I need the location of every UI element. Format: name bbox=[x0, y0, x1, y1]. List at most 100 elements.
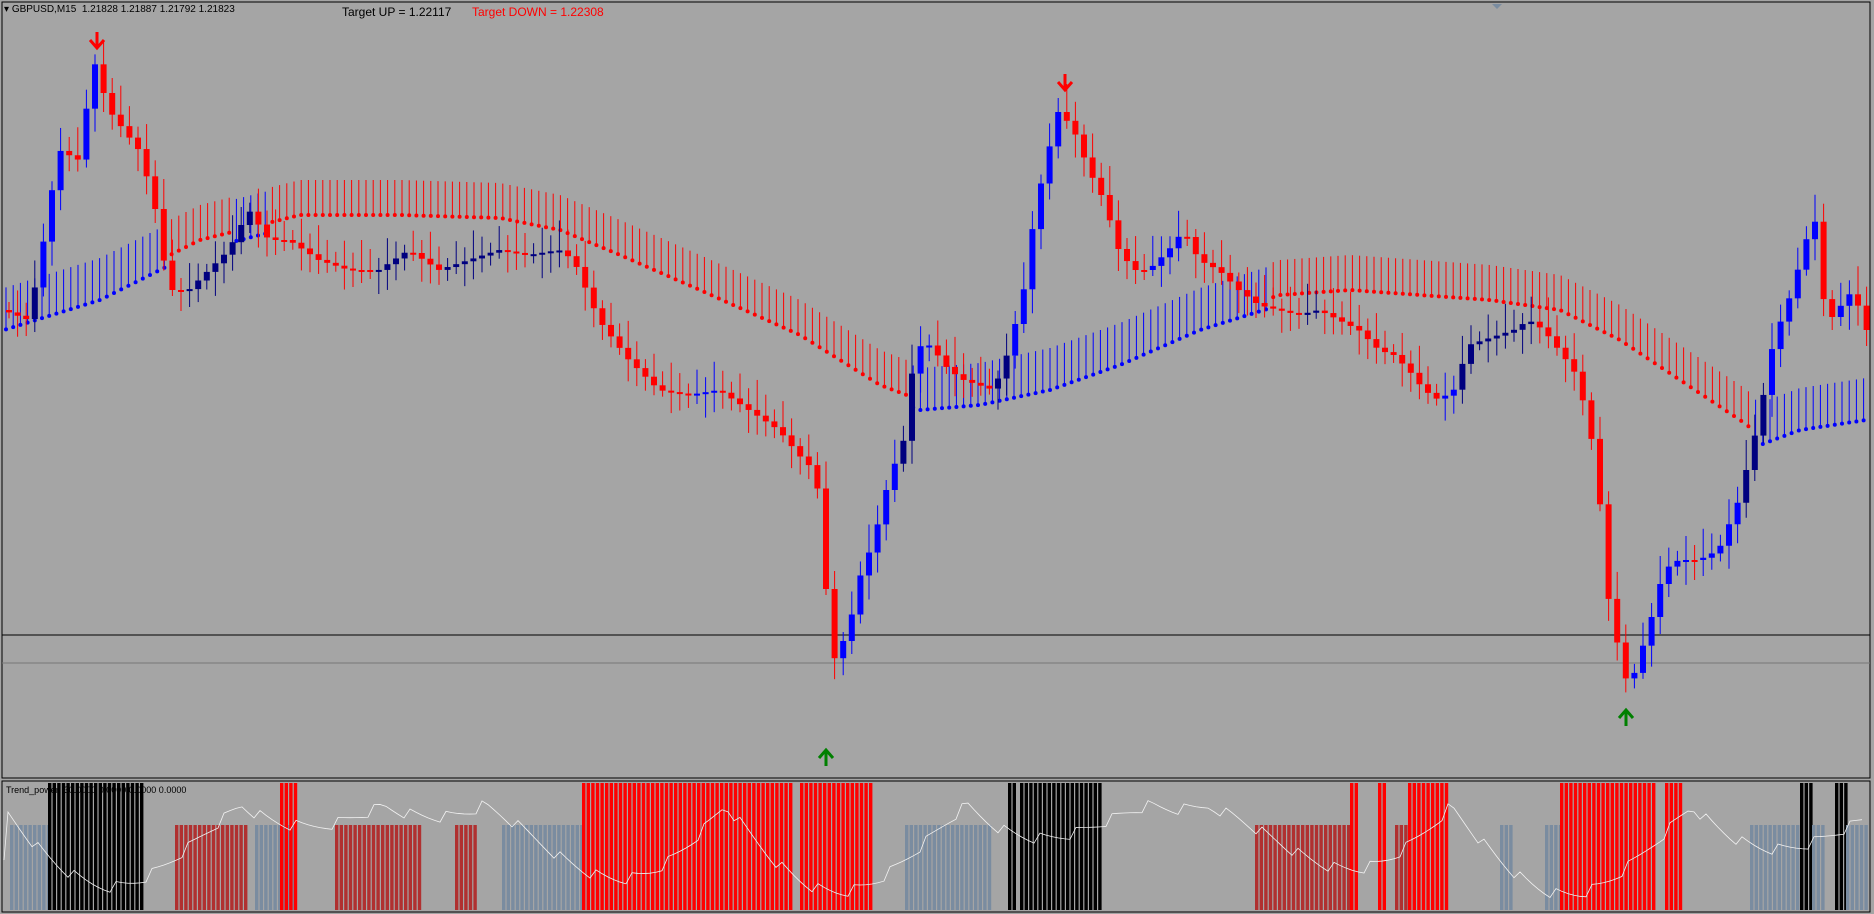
candle-body bbox=[1012, 324, 1019, 356]
histogram-bar bbox=[1435, 783, 1439, 910]
band-dot bbox=[248, 235, 253, 240]
histogram-bar bbox=[752, 783, 756, 910]
histogram-bar bbox=[1291, 825, 1296, 910]
band-dot bbox=[1854, 419, 1859, 424]
histogram-bar bbox=[1399, 825, 1403, 910]
candle-body bbox=[203, 271, 210, 281]
candle-body bbox=[1089, 157, 1096, 178]
histogram-bar bbox=[520, 825, 524, 910]
band-dot bbox=[1386, 290, 1391, 295]
histogram-bar bbox=[586, 783, 590, 910]
band-dot bbox=[4, 327, 8, 332]
histogram-bar bbox=[1587, 783, 1591, 910]
histogram-bar bbox=[98, 783, 102, 910]
histogram-bar bbox=[800, 783, 804, 910]
band-dot bbox=[968, 403, 973, 408]
band-dot bbox=[1840, 421, 1844, 426]
histogram-bar bbox=[103, 783, 107, 910]
candle-body bbox=[754, 409, 761, 416]
band-dot bbox=[234, 238, 239, 243]
histogram-bar bbox=[914, 825, 918, 910]
candle-body bbox=[1115, 220, 1122, 249]
band-dot bbox=[1602, 330, 1607, 335]
histogram-bar bbox=[789, 783, 793, 910]
candle-body bbox=[547, 251, 554, 254]
candle-body bbox=[1287, 310, 1294, 313]
candle-body bbox=[728, 392, 735, 399]
histogram-bar bbox=[678, 783, 682, 910]
band-dot bbox=[788, 328, 793, 333]
band-dot bbox=[313, 213, 318, 217]
band-dot bbox=[630, 258, 635, 263]
candle-body bbox=[1554, 336, 1560, 348]
candle-body bbox=[891, 463, 898, 490]
candle-body bbox=[1253, 296, 1259, 303]
histogram-bar bbox=[923, 825, 927, 910]
histogram-bar bbox=[571, 825, 575, 910]
histogram-bar bbox=[385, 825, 389, 910]
band-dot bbox=[1278, 292, 1283, 297]
band-dot bbox=[522, 220, 527, 225]
candle-body bbox=[1803, 239, 1810, 270]
histogram-bar bbox=[628, 783, 632, 910]
histogram-bar bbox=[674, 783, 678, 910]
chevron-down-icon[interactable]: ▾ bbox=[4, 4, 10, 15]
histogram-bar bbox=[1093, 783, 1097, 910]
histogram-bar bbox=[1382, 783, 1386, 910]
histogram-bar bbox=[538, 825, 543, 910]
band-dot bbox=[472, 215, 476, 220]
histogram-bar bbox=[1816, 825, 1820, 910]
band-dot bbox=[961, 404, 966, 409]
candle-body bbox=[874, 524, 881, 553]
band-dot bbox=[796, 332, 800, 337]
candle-body bbox=[1708, 553, 1715, 558]
candle-body bbox=[1459, 363, 1466, 390]
candle-body bbox=[1511, 329, 1517, 333]
candle-body bbox=[1167, 248, 1173, 258]
histogram-bar bbox=[1324, 825, 1328, 910]
band-dot bbox=[637, 261, 642, 266]
histogram-bar bbox=[1754, 825, 1758, 910]
candle-body bbox=[737, 398, 743, 405]
symbol-header[interactable]: ▾ GBPUSD,M15 1.21828 1.21887 1.21792 1.2… bbox=[4, 4, 235, 15]
histogram-bar bbox=[660, 783, 664, 910]
band-dot bbox=[1033, 391, 1038, 396]
band-dot bbox=[1040, 389, 1045, 394]
band-dot bbox=[428, 213, 433, 218]
histogram-bar bbox=[823, 783, 827, 910]
band-dot bbox=[464, 215, 469, 220]
histogram-bar bbox=[1564, 783, 1568, 910]
band-dot bbox=[68, 307, 73, 312]
histogram-bar bbox=[632, 783, 636, 910]
band-dot bbox=[1235, 316, 1240, 321]
histogram-bar bbox=[955, 825, 959, 910]
histogram-bar bbox=[813, 783, 818, 910]
histogram-bar bbox=[80, 783, 84, 910]
histogram-bar bbox=[729, 783, 733, 910]
candle-body bbox=[1192, 237, 1199, 255]
candle-body bbox=[1588, 400, 1595, 439]
histogram-bar bbox=[135, 783, 139, 910]
histogram-bar bbox=[552, 825, 556, 910]
band-dot bbox=[1076, 377, 1081, 382]
candle-body bbox=[642, 368, 649, 377]
histogram-bar bbox=[1314, 825, 1319, 910]
candle-body bbox=[109, 93, 116, 115]
band-dot bbox=[1501, 299, 1506, 304]
histogram-bar bbox=[1500, 825, 1504, 910]
histogram-bar bbox=[557, 825, 561, 910]
band-dot bbox=[1681, 380, 1686, 385]
candle-body bbox=[1364, 330, 1371, 340]
candle-body bbox=[289, 240, 296, 243]
band-dot bbox=[1127, 358, 1132, 363]
histogram-bar bbox=[1504, 825, 1508, 910]
band-dot bbox=[868, 376, 872, 381]
histogram-bar bbox=[983, 825, 987, 910]
band-dot bbox=[544, 225, 548, 230]
candle-body bbox=[384, 264, 391, 270]
candle-body bbox=[1175, 236, 1182, 249]
band-dot bbox=[716, 296, 721, 301]
band-dot bbox=[342, 213, 347, 217]
